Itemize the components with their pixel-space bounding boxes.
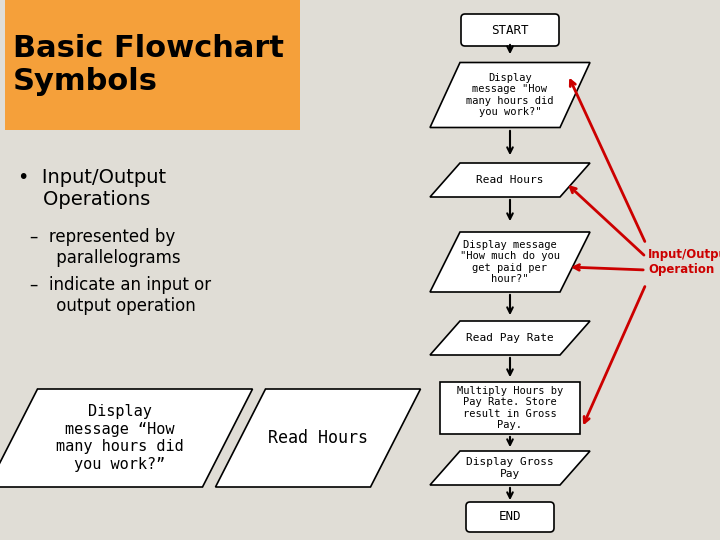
Text: Input/Output
Operation: Input/Output Operation: [648, 248, 720, 276]
Text: •  Input/Output
    Operations: • Input/Output Operations: [18, 168, 166, 209]
Text: Display Gross
Pay: Display Gross Pay: [466, 457, 554, 479]
Text: END: END: [499, 510, 521, 523]
FancyBboxPatch shape: [466, 502, 554, 532]
Bar: [5, 0, 300, 130]
Text: Multiply Hours by
Pay Rate. Store
result in Gross
Pay.: Multiply Hours by Pay Rate. Store result…: [457, 386, 563, 430]
Text: –  indicate an input or
     output operation: – indicate an input or output operation: [30, 276, 211, 315]
Text: Read Hours: Read Hours: [268, 429, 368, 447]
Polygon shape: [430, 321, 590, 355]
Text: Display
message “How
many hours did
you work?”: Display message “How many hours did you …: [56, 404, 184, 471]
Polygon shape: [430, 451, 590, 485]
Polygon shape: [430, 163, 590, 197]
Polygon shape: [430, 63, 590, 127]
Polygon shape: [430, 232, 590, 292]
Text: Read Pay Rate: Read Pay Rate: [466, 333, 554, 343]
Text: START: START: [491, 24, 528, 37]
Text: Display message
"How much do you
get paid per
hour?": Display message "How much do you get pai…: [460, 240, 560, 285]
Text: Basic Flowchart
Symbols: Basic Flowchart Symbols: [13, 34, 284, 96]
Text: –  represented by
     parallelograms: – represented by parallelograms: [30, 228, 181, 267]
Text: Read Hours: Read Hours: [476, 175, 544, 185]
Text: Display
message "How
many hours did
you work?": Display message "How many hours did you …: [467, 72, 554, 117]
Polygon shape: [0, 389, 253, 487]
Bar: [440, 382, 580, 434]
FancyBboxPatch shape: [461, 14, 559, 46]
Polygon shape: [215, 389, 420, 487]
